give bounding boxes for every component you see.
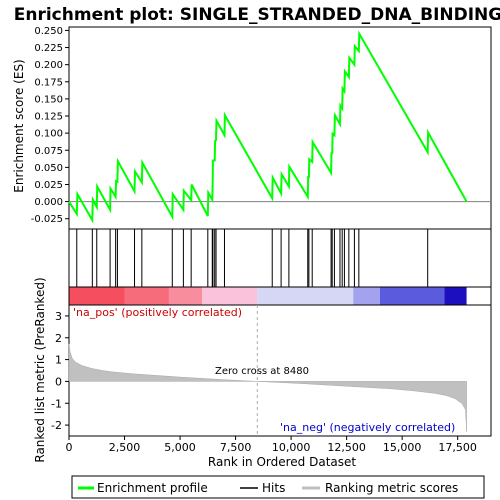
hits-panel-frame — [68, 228, 492, 288]
pos-label: 'na_pos' (positively correlated) — [73, 306, 242, 319]
legend: Enrichment profile Hits Ranking metric s… — [71, 475, 485, 499]
rank-y-tick-label: -2 — [51, 419, 62, 432]
rank-x-tick-label: 15,000 — [383, 441, 422, 454]
rank-xlabel: Rank in Ordered Dataset — [208, 455, 356, 469]
rank-panel: -2 -1 0 1 2 3 0 2,500 5,000 7,500 10,000 12,500 15,… — [33, 277, 492, 469]
rank-x-tick-label: 0 — [66, 441, 73, 454]
es-y-tick-label: 0.000 — [34, 197, 63, 208]
rank-x-ticks: 0 2,500 5,000 7,500 10,000 12,500 15,000 17,500 — [66, 436, 477, 454]
rank-x-tick-label: 17,500 — [438, 441, 477, 454]
es-ylabel: Enrichment score (ES) — [12, 59, 26, 192]
heatbar-segment — [444, 287, 467, 305]
heatbar-segment — [379, 287, 445, 305]
rank-x-tick-label: 7,500 — [220, 441, 252, 454]
rank-x-tick-label: 2,500 — [109, 441, 141, 454]
hits-panel — [68, 228, 492, 288]
rank-panel-frame — [68, 304, 492, 437]
legend-ranking-label: Ranking metric scores — [325, 481, 458, 495]
legend-hits-label: Hits — [262, 481, 285, 495]
neg-label: 'na_neg' (negatively correlated) — [280, 421, 455, 434]
es-y-tick-label: 0.250 — [34, 26, 63, 37]
es-panel: -0.025 0.000 0.025 0.050 0.075 0.100 0.125 0.15… — [12, 26, 492, 230]
hit-markers — [76, 229, 429, 287]
heatbar-segment — [69, 287, 125, 305]
rank-y-tick-label: 3 — [55, 310, 62, 323]
rank-y-tick-label: 1 — [55, 354, 62, 367]
es-y-tick-label: 0.125 — [34, 112, 63, 123]
legend-enrichment-label: Enrichment profile — [97, 481, 208, 495]
zero-cross-label: Zero cross at 8480 — [215, 366, 309, 377]
es-y-tick-label: 0.075 — [34, 146, 63, 157]
es-y-tick-label: 0.200 — [34, 60, 63, 71]
es-y-tick-label: 0.150 — [34, 94, 63, 105]
heatbar-segment — [168, 287, 203, 305]
rank-x-tick-label: 5,000 — [164, 441, 196, 454]
heatbar-segments — [69, 287, 467, 305]
es-y-tick-label: 0.050 — [34, 163, 63, 174]
ranking-metric-area — [68, 343, 467, 432]
es-y-tick-label: -0.025 — [31, 214, 63, 225]
rank-x-tick-label: 12,500 — [327, 441, 366, 454]
rank-y-tick-label: 2 — [55, 332, 62, 345]
heatbar-segment — [257, 287, 354, 305]
heatbar-segment — [353, 287, 380, 305]
heatbar-segment — [202, 287, 258, 305]
es-y-tick-label: 0.100 — [34, 129, 63, 140]
es-y-tick-label: 0.225 — [34, 43, 63, 54]
chart-title: Enrichment plot: SINGLE_STRANDED_DNA_BIN… — [14, 5, 500, 25]
rank-y-tick-label: -1 — [51, 397, 62, 410]
es-y-tick-label: 0.175 — [34, 77, 63, 88]
es-y-tick-label: 0.025 — [34, 180, 63, 191]
rank-ylabel: Ranked list metric (PreRanked) — [33, 277, 47, 462]
rank-x-tick-label: 10,000 — [272, 441, 311, 454]
rank-heatbar — [68, 286, 492, 306]
rank-y-ticks: -2 -1 0 1 2 3 — [51, 310, 69, 432]
heatbar-segment — [124, 287, 169, 305]
enrichment-profile-line — [68, 30, 468, 224]
rank-y-tick-label: 0 — [55, 375, 62, 388]
legend-box — [71, 475, 485, 499]
es-panel-frame — [68, 26, 492, 230]
es-y-ticks: -0.025 0.000 0.025 0.050 0.075 0.100 0.125 0.15… — [31, 26, 69, 225]
